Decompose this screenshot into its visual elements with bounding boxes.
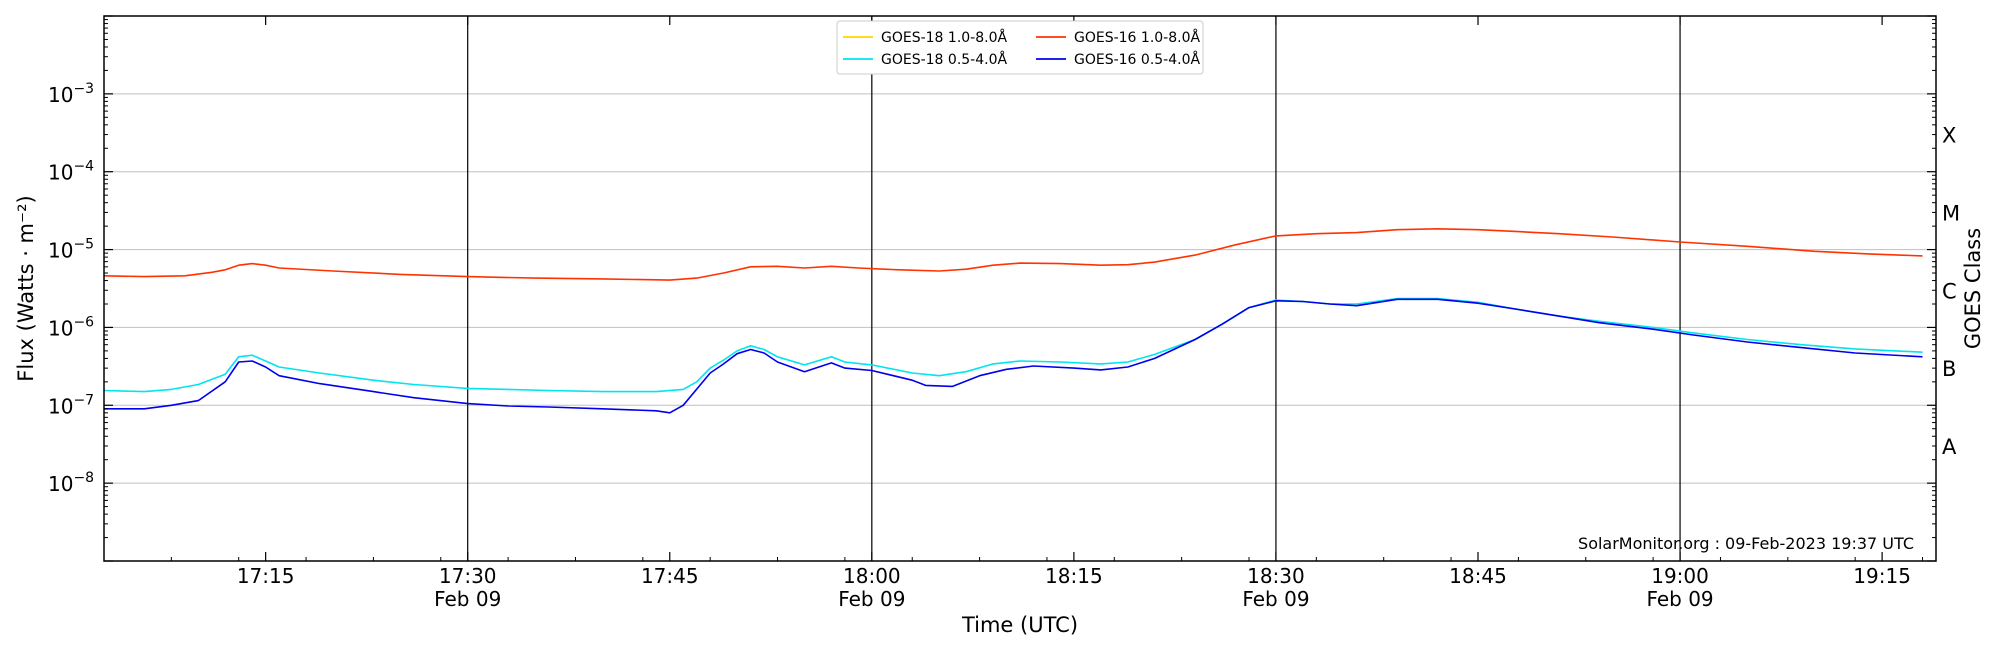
y-tick-label: 10−6 (48, 314, 94, 340)
goes-class-label: M (1942, 201, 1960, 225)
y-tick-base: 10 (48, 239, 73, 263)
x-tick-label: 18:15 (1045, 564, 1103, 588)
goes-class-label: B (1942, 357, 1956, 381)
legend-items: GOES-18 1.0-8.0Å GOES-18 0.5-4.0Å GOES-16 … (843, 29, 1200, 68)
x-tick-label: 18:45 (1449, 564, 1507, 588)
y-tick-label: 10−7 (48, 392, 94, 418)
legend-label: GOES-18 1.0-8.0Å (881, 29, 1007, 46)
grid-layer (104, 93, 1936, 484)
legend-label: GOES-18 0.5-4.0Å (881, 51, 1007, 68)
y-tick-exponent: −8 (73, 470, 94, 486)
x-tick-label: 18:00 (843, 564, 901, 588)
legend-label: GOES-16 0.5-4.0Å (1074, 51, 1200, 68)
y-tick-exponent: −4 (73, 159, 94, 175)
y-tick-label: 10−4 (48, 159, 94, 185)
vertical-day-lines (467, 16, 1681, 561)
goes-class-label: X (1942, 124, 1956, 148)
series-line (103, 228, 1923, 281)
legend-label: GOES-16 1.0-8.0Å (1074, 29, 1200, 46)
goes-class-axis-label: GOES Class (1961, 228, 1985, 349)
x-tick-date-label: Feb 09 (838, 587, 905, 611)
x-tick-date-label: Feb 09 (434, 587, 501, 611)
x-tick-label: 18:30 (1247, 564, 1305, 588)
x-tick-label: 19:15 (1853, 564, 1911, 588)
x-tick-date-label: Feb 09 (1646, 587, 1713, 611)
x-tick-label: 17:45 (641, 564, 699, 588)
y-axis-label: Flux (Watts · m⁻²) (14, 195, 38, 381)
goes-class-labels: A B C M X (1942, 124, 1960, 459)
x-axis-label: Time (UTC) (961, 613, 1078, 637)
y-tick-label: 10−3 (48, 81, 94, 107)
credit-text: SolarMonitor.org : 09-Feb-2023 19:37 UTC (1578, 534, 1914, 553)
series-line (104, 298, 1923, 414)
tick-layer (103, 15, 1936, 562)
y-tick-base: 10 (48, 472, 73, 496)
legend-box (836, 20, 1204, 75)
y-tick-exponent: −3 (73, 81, 94, 97)
y-tick-label: 10−8 (48, 470, 94, 496)
y-tick-base: 10 (48, 316, 73, 340)
y-tick-base: 10 (48, 83, 73, 107)
y-tick-base: 10 (48, 161, 73, 185)
y-tick-label: 10−5 (48, 237, 94, 263)
goes-class-label: C (1942, 279, 1957, 303)
series-line (103, 297, 1923, 393)
y-tick-base: 10 (48, 394, 73, 418)
y-tick-exponent: −5 (73, 237, 94, 253)
legend: GOES-18 1.0-8.0Å GOES-18 0.5-4.0Å GOES-16 … (836, 20, 1204, 75)
y-tick-exponent: −7 (73, 392, 94, 408)
series-layer (103, 228, 1923, 414)
x-tick-label: 17:15 (237, 564, 295, 588)
x-tick-date-label: Feb 09 (1242, 587, 1309, 611)
y-tick-labels: 10−810−710−610−510−410−3 (48, 81, 94, 496)
goes-class-label: A (1942, 435, 1957, 459)
y-tick-exponent: −6 (73, 314, 94, 330)
plot-frame (103, 15, 1937, 562)
x-tick-label: 19:00 (1651, 564, 1709, 588)
x-tick-label: 17:30 (439, 564, 497, 588)
